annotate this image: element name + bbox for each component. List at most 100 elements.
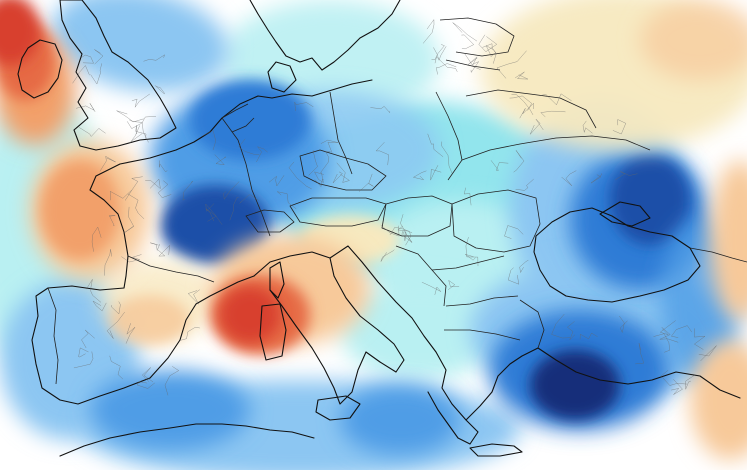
coastline-sicily — [315, 395, 361, 421]
coastline-black-sea — [533, 207, 701, 303]
admin-subdivision-line — [463, 187, 472, 206]
border-benelux — [221, 103, 255, 133]
admin-subdivision-line — [80, 54, 94, 64]
orange-biscay-core — [40, 160, 120, 260]
admin-subdivision-line — [431, 44, 445, 60]
border-czech — [299, 149, 387, 191]
border-germany-poland — [329, 91, 353, 175]
admin-subdivision-line — [511, 94, 534, 116]
admin-subdivision-line — [109, 355, 124, 380]
border-ukraine — [461, 135, 651, 161]
admin-subdivision-line — [314, 171, 324, 184]
orange-east-edge — [710, 160, 747, 320]
admin-subdivision-line — [104, 249, 113, 276]
admin-subdivision-line — [653, 333, 670, 353]
blue-ionian — [340, 385, 460, 455]
border-france-germany — [221, 117, 271, 237]
admin-subdivision-line — [461, 34, 475, 50]
administrative-subdivisions — [72, 18, 717, 396]
coastline-north-africa — [59, 423, 315, 457]
admin-subdivision-line — [698, 345, 717, 362]
border-hungary — [381, 195, 453, 237]
admin-subdivision-line — [551, 313, 571, 339]
admin-subdivision-line — [433, 46, 447, 61]
admin-subdivision-line — [380, 224, 400, 237]
admin-subdivision-line — [464, 53, 480, 74]
admin-subdivision-line — [111, 301, 121, 315]
admin-subdivision-line — [561, 170, 577, 186]
admin-subdivision-line — [123, 206, 134, 234]
admin-subdivision-line — [320, 151, 331, 173]
admin-subdivision-line — [430, 165, 442, 181]
admin-subdivision-line — [448, 279, 460, 290]
coastline-sardinia — [259, 303, 287, 361]
border-balkans-internal — [395, 245, 521, 341]
orange-se-corner — [690, 340, 747, 460]
admin-subdivision-line — [579, 332, 598, 340]
admin-subdivision-line — [268, 175, 285, 187]
admin-subdivision-line — [660, 370, 687, 386]
pale-yellow-northeast — [640, 0, 747, 80]
admin-subdivision-line — [336, 162, 350, 183]
admin-subdivision-line — [465, 254, 476, 261]
admin-subdivision-line — [92, 300, 107, 312]
orange-spain-east — [110, 295, 190, 345]
admin-subdivision-line — [182, 180, 194, 201]
admin-subdivision-line — [671, 379, 683, 395]
admin-subdivision-line — [150, 242, 161, 252]
admin-subdivision-line — [375, 142, 389, 166]
admin-subdivision-line — [277, 191, 297, 209]
admin-subdivision-line — [441, 141, 453, 174]
admin-subdivision-line — [141, 367, 154, 383]
admin-subdivision-line — [124, 176, 143, 201]
admin-subdivision-line — [482, 43, 497, 58]
coastline-denmark — [267, 61, 297, 93]
admin-subdivision-line — [452, 22, 478, 42]
admin-subdivision-line — [129, 125, 143, 144]
admin-subdivision-line — [288, 161, 312, 190]
admin-subdivision-line — [137, 381, 155, 389]
admin-subdivision-line — [239, 194, 259, 204]
admin-subdivision-line — [320, 139, 339, 153]
admin-subdivision-line — [125, 323, 136, 344]
admin-subdivision-line — [519, 259, 529, 274]
admin-subdivision-line — [519, 102, 534, 119]
coastline-balkans — [329, 245, 539, 445]
border-switzerland — [245, 209, 295, 233]
admin-subdivision-line — [612, 119, 627, 135]
blue-germany — [190, 80, 310, 160]
admin-subdivision-line — [685, 375, 695, 390]
admin-subdivision-line — [332, 171, 343, 184]
admin-subdivision-line — [129, 119, 149, 143]
admin-subdivision-line — [504, 225, 524, 239]
admin-subdivision-line — [308, 150, 318, 176]
admin-subdivision-line — [490, 160, 509, 171]
admin-subdivision-line — [465, 237, 479, 267]
admin-subdivision-line — [434, 56, 458, 72]
admin-subdivision-line — [529, 119, 544, 135]
admin-subdivision-line — [507, 267, 520, 285]
border-austria — [289, 197, 387, 227]
admin-subdivision-line — [205, 208, 217, 222]
admin-subdivision-line — [380, 249, 395, 262]
border-france-spain — [127, 255, 215, 283]
admin-subdivision-line — [73, 351, 94, 369]
darkblue-france-core — [160, 185, 270, 265]
admin-subdivision-line — [582, 120, 593, 134]
admin-subdivision-line — [86, 279, 102, 303]
admin-subdivision-line — [496, 50, 527, 79]
admin-subdivision-line — [427, 133, 444, 157]
admin-subdivision-line — [78, 347, 89, 358]
coastline-crimea — [599, 201, 651, 227]
darkblue-black-sea-core — [610, 155, 690, 245]
admin-subdivision-line — [539, 93, 572, 106]
coastline-great-britain — [59, 0, 177, 151]
red-ligurian-hot — [220, 287, 280, 343]
admin-subdivision-line — [202, 130, 217, 151]
admin-subdivision-line — [106, 311, 125, 339]
admin-subdivision-line — [421, 281, 442, 295]
admin-subdivision-line — [108, 215, 116, 226]
admin-subdivision-line — [187, 289, 200, 305]
admin-subdivision-line — [659, 320, 676, 336]
admin-subdivision-line — [81, 329, 95, 349]
